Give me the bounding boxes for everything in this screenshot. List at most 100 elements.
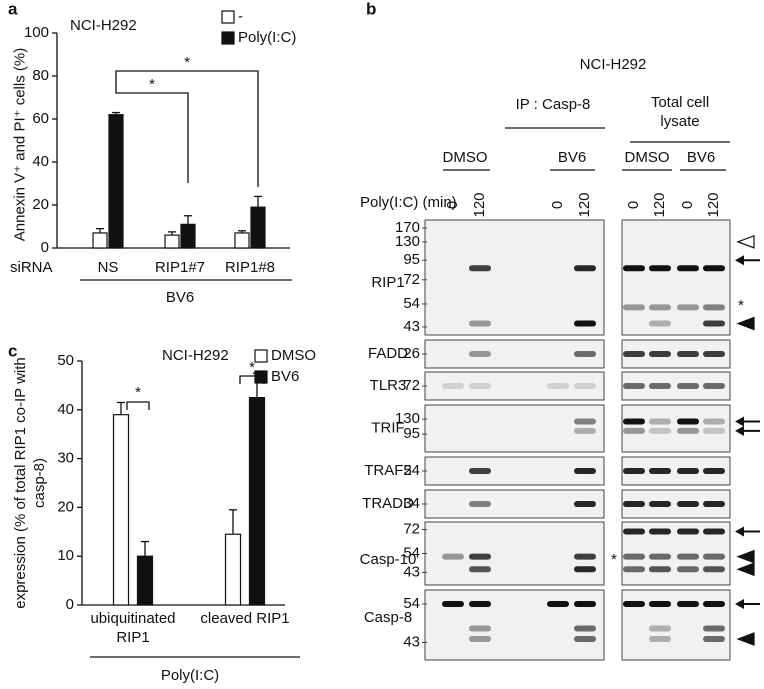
mw-marker: 170 — [395, 219, 420, 236]
band — [623, 427, 645, 434]
band — [649, 601, 671, 607]
y-tick-label: 30 — [57, 450, 74, 467]
band — [703, 468, 725, 474]
mw-marker: 130 — [395, 233, 420, 250]
band — [649, 501, 671, 507]
legend-swatch — [221, 31, 235, 45]
legend-label: DMSO — [271, 347, 316, 364]
blot-frame — [621, 589, 731, 661]
blot-name: TLR3 — [370, 377, 407, 394]
bar — [180, 223, 196, 249]
band — [574, 320, 596, 327]
asterisk: * — [611, 551, 617, 568]
blot-frame — [424, 219, 605, 336]
mw-marker: 54 — [403, 595, 420, 612]
blot-name: TRAF2 — [364, 462, 412, 479]
band — [469, 265, 491, 272]
bar — [92, 232, 108, 249]
y-tick-label: 40 — [57, 401, 74, 418]
arrowhead-marker — [736, 316, 755, 331]
band — [623, 566, 645, 573]
blot-name: Casp-8 — [364, 609, 412, 626]
x-tick-label: RIP1#7 — [155, 259, 205, 276]
significance-mark: * — [184, 54, 190, 71]
blot-frame — [424, 404, 605, 453]
time-label: 0 — [625, 201, 642, 209]
band — [469, 636, 491, 642]
mw-marker: 72 — [403, 377, 420, 394]
band — [442, 601, 464, 607]
band — [547, 383, 569, 389]
band — [703, 625, 725, 632]
band — [703, 320, 725, 327]
band — [677, 351, 699, 357]
bar — [164, 234, 180, 249]
band — [649, 418, 671, 425]
arrowhead-marker — [736, 632, 755, 646]
significance-mark: * — [149, 76, 155, 93]
band — [677, 427, 699, 434]
mw-marker: 130 — [395, 410, 420, 427]
blot-name: FADD — [368, 345, 408, 362]
y-tick-label: 0 — [41, 239, 49, 256]
panel-label: b — [366, 0, 376, 18]
x-tick-label: RIP1#8 — [225, 259, 275, 276]
mw-marker: 54 — [403, 462, 420, 479]
chart-title: NCI-H292 — [162, 347, 229, 364]
band — [469, 566, 491, 573]
band — [677, 553, 699, 560]
band — [623, 351, 645, 357]
band — [703, 501, 725, 507]
band — [623, 383, 645, 389]
chart-title: NCI-H292 — [70, 17, 137, 34]
arrow-head — [735, 526, 744, 537]
band — [703, 383, 725, 389]
blot-frame — [424, 589, 605, 661]
band — [703, 566, 725, 573]
mw-marker: 95 — [403, 251, 420, 268]
time-label: 0 — [679, 201, 696, 209]
band — [574, 636, 596, 642]
band — [677, 304, 699, 311]
bar — [234, 232, 250, 249]
mw-marker: 54 — [403, 544, 420, 561]
significance-mark: * — [249, 359, 255, 376]
x-tick-label: ubiquitinated RIP1 — [90, 610, 176, 646]
band — [649, 625, 671, 632]
mw-marker: 34 — [403, 495, 420, 512]
legend-label: - — [238, 8, 243, 25]
bar — [224, 533, 242, 606]
significance-bracket — [239, 375, 265, 384]
y-tick-label: 80 — [32, 67, 49, 84]
legend-swatch — [254, 349, 268, 363]
blot-name: TRADD — [362, 495, 414, 512]
y-tick-label: 50 — [57, 352, 74, 369]
band — [649, 468, 671, 474]
band — [677, 418, 699, 425]
x-tick-label: cleaved RIP1 — [200, 610, 290, 627]
band — [649, 553, 671, 560]
time-label: 120 — [705, 192, 722, 217]
blot-frame — [424, 521, 605, 586]
panel-label: c — [8, 341, 17, 360]
mw-marker: 72 — [403, 521, 420, 538]
band — [547, 601, 569, 607]
treatment-label: DMSO — [625, 149, 670, 166]
band — [574, 601, 596, 607]
panel-title: NCI-H292 — [580, 56, 647, 73]
legend-label: BV6 — [271, 368, 299, 385]
band — [677, 501, 699, 507]
band — [677, 265, 699, 272]
arrowhead-marker — [736, 234, 755, 249]
y-tick-label: 10 — [57, 547, 74, 564]
bar — [250, 206, 266, 249]
time-axis-label: Poly(I:C) (min) — [360, 194, 457, 211]
band — [574, 625, 596, 632]
band — [649, 320, 671, 327]
y-tick-label: 20 — [32, 196, 49, 213]
bar — [108, 114, 124, 249]
significance-bracket — [115, 84, 189, 183]
mw-marker: 43 — [403, 318, 420, 335]
treatment-label: BV6 — [558, 149, 586, 166]
